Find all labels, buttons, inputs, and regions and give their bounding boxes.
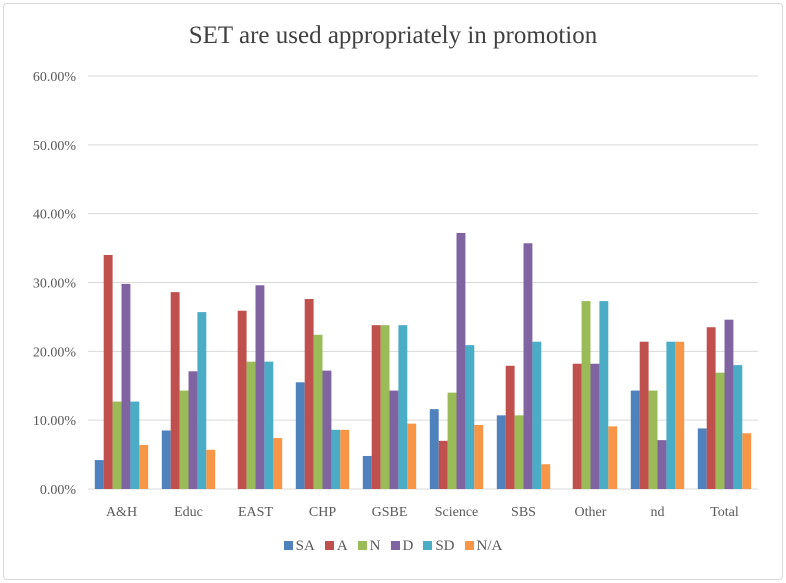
bar-SD-Other [599, 301, 609, 489]
x-tick-label: Science [435, 505, 479, 520]
legend-label: A [336, 538, 348, 554]
bar-D-EAST [255, 285, 265, 489]
chart-title: SET are used appropriately in promotion [188, 22, 598, 49]
legend-swatch [464, 541, 474, 550]
bar-A-A&H [103, 254, 113, 489]
x-tick-label: Educ [174, 505, 203, 520]
chart-frame [3, 3, 783, 580]
legend-swatch [283, 541, 293, 550]
bar-SA-SBS [496, 415, 506, 489]
legend-label: N [369, 538, 381, 554]
legend: SA A N D SD N/A [0, 538, 786, 555]
bar-D-SBS [523, 243, 533, 489]
bar-N/A-Educ [206, 449, 216, 489]
bar-N/A-SBS [541, 464, 551, 489]
legend-item: A [324, 538, 348, 555]
y-tick-label: 30.00% [33, 277, 77, 292]
y-tick-label: 40.00% [33, 208, 77, 223]
bar-SD-Total [733, 365, 743, 489]
bar-N/A-CHP [340, 429, 350, 489]
legend-item: N/A [464, 538, 503, 555]
bar-SA-nd [630, 390, 640, 489]
bar-A-SBS [505, 365, 515, 489]
y-tick-label: 20.00% [33, 345, 77, 360]
bar-D-A&H [121, 283, 131, 489]
y-tick-label: 50.00% [33, 139, 77, 154]
x-tick-label: EAST [238, 505, 273, 520]
bar-D-nd [657, 440, 667, 489]
bar-A-Total [706, 327, 716, 489]
bar-D-Educ [188, 371, 198, 489]
legend-label: SD [435, 538, 455, 554]
bar-A-Other [572, 363, 582, 489]
y-tick-label: 0.00% [40, 483, 77, 498]
bar-SD-A&H [130, 401, 140, 489]
bar-N/A-EAST [273, 438, 283, 489]
bar-N/A-A&H [139, 444, 149, 489]
bar-SD-SBS [532, 341, 542, 489]
legend-item: D [390, 538, 414, 555]
bar-SA-GSBE [362, 455, 372, 489]
bar-SD-Educ [197, 312, 207, 489]
bar-SA-Science [429, 409, 439, 489]
bar-N/A-Science [474, 424, 484, 489]
y-tick-label: 10.00% [33, 414, 77, 429]
bar-N-SBS [514, 415, 524, 489]
bar-N/A-Other [608, 426, 618, 489]
bar-SA-CHP [295, 382, 305, 489]
bar-D-GSBE [389, 390, 399, 489]
bar-D-CHP [322, 370, 332, 489]
x-tick-label: A&H [106, 505, 137, 520]
bar-A-Educ [170, 292, 180, 489]
bar-D-Other [590, 363, 600, 489]
bar-N-GSBE [380, 325, 390, 489]
bar-SD-CHP [331, 429, 341, 489]
bar-N-Other [581, 301, 591, 489]
bar-A-Science [438, 440, 448, 489]
y-tick-label: 60.00% [33, 70, 77, 85]
bar-D-Science [456, 232, 466, 489]
legend-swatch [357, 541, 367, 550]
bar-SD-EAST [264, 361, 274, 489]
legend-label: N/A [476, 538, 503, 554]
bar-SA-Educ [161, 430, 171, 489]
legend-item: N [357, 538, 381, 555]
bar-N-nd [648, 390, 658, 489]
x-tick-label: nd [651, 505, 665, 520]
bar-N/A-Total [742, 433, 752, 489]
legend-label: D [402, 538, 414, 554]
bar-SA-Total [697, 428, 707, 489]
bar-SA-A&H [94, 460, 104, 489]
bar-SD-nd [666, 341, 676, 489]
legend-item: SD [423, 538, 455, 555]
x-tick-label: SBS [511, 505, 536, 520]
bar-SD-GSBE [398, 325, 408, 489]
bar-SD-Science [465, 345, 475, 489]
x-tick-label: Other [575, 505, 607, 520]
x-tick-label: Total [710, 505, 739, 520]
bar-N-A&H [112, 401, 122, 489]
bar-N-Educ [179, 390, 189, 489]
bar-N/A-nd [675, 341, 685, 489]
bar-N-EAST [246, 361, 256, 489]
x-tick-label: GSBE [372, 505, 408, 520]
bar-A-GSBE [371, 325, 381, 489]
bar-N-Total [715, 372, 725, 489]
bar-N/A-GSBE [407, 423, 417, 489]
legend-swatch [423, 541, 433, 550]
bar-A-EAST [237, 310, 247, 489]
legend-item: SA [283, 538, 315, 555]
legend-swatch [324, 541, 334, 550]
bar-A-CHP [304, 299, 314, 489]
bar-D-Total [724, 319, 734, 489]
x-tick-label: CHP [309, 505, 336, 520]
legend-label: SA [295, 538, 315, 554]
bar-A-nd [639, 341, 649, 489]
legend-swatch [390, 541, 400, 550]
bar-N-Science [447, 392, 457, 489]
bar-N-CHP [313, 334, 323, 489]
